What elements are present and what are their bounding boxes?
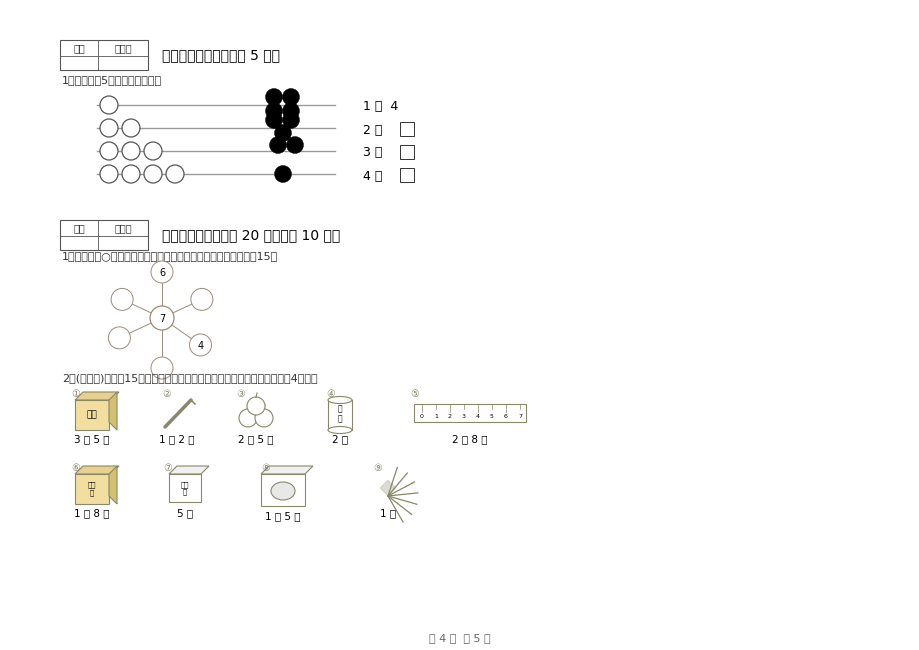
Circle shape [239, 409, 256, 427]
Text: 评卷人: 评卷人 [114, 43, 131, 53]
Polygon shape [169, 466, 209, 474]
Ellipse shape [271, 482, 295, 500]
Circle shape [266, 88, 282, 105]
Text: 3 元 5 角: 3 元 5 角 [74, 434, 109, 444]
Circle shape [246, 397, 265, 415]
Circle shape [122, 142, 140, 160]
Text: 2: 2 [448, 415, 451, 419]
Bar [60, 220, 148, 250]
Polygon shape [75, 466, 119, 474]
Text: ④: ④ [325, 389, 335, 399]
Text: 7: 7 [159, 314, 165, 324]
Text: 得分: 得分 [73, 43, 85, 53]
Text: 2 元 8 角: 2 元 8 角 [452, 434, 487, 444]
Text: 0: 0 [420, 415, 424, 419]
Circle shape [266, 112, 282, 129]
Polygon shape [380, 480, 395, 496]
Text: 2 和: 2 和 [363, 124, 390, 136]
Text: 1: 1 [434, 415, 437, 419]
Circle shape [190, 289, 212, 311]
Polygon shape [108, 392, 117, 430]
Text: 6: 6 [504, 415, 507, 419]
Text: 可
乐: 可 乐 [337, 404, 342, 424]
Circle shape [165, 165, 184, 183]
Bar [75, 474, 108, 504]
Bar [328, 400, 352, 430]
Text: 7: 7 [517, 415, 521, 419]
Bar [261, 474, 305, 506]
Circle shape [286, 136, 303, 153]
Text: 十、附加题（本题共 20 分，每题 10 分）: 十、附加题（本题共 20 分，每题 10 分） [162, 228, 340, 242]
Circle shape [151, 357, 173, 379]
Text: 练习
本: 练习 本 [180, 481, 189, 495]
Text: 2 元 5 角: 2 元 5 角 [238, 434, 274, 444]
Bar [400, 168, 414, 182]
Polygon shape [75, 392, 119, 400]
Polygon shape [261, 466, 312, 474]
Text: 得分: 得分 [73, 223, 85, 233]
Text: 4: 4 [198, 341, 203, 351]
Text: ⑤: ⑤ [410, 389, 418, 399]
Circle shape [189, 334, 211, 356]
Bar [400, 145, 414, 159]
Circle shape [269, 136, 286, 153]
Circle shape [150, 306, 174, 330]
Circle shape [282, 103, 300, 120]
Text: 墨水: 墨水 [86, 411, 97, 419]
Text: 九、个性空间（本题共 5 分）: 九、个性空间（本题共 5 分） [162, 48, 279, 62]
Circle shape [122, 165, 140, 183]
Circle shape [144, 142, 162, 160]
Circle shape [144, 165, 162, 183]
Circle shape [255, 409, 273, 427]
Text: 3: 3 [461, 415, 466, 419]
Circle shape [100, 142, 118, 160]
Circle shape [100, 165, 118, 183]
Text: 4 和: 4 和 [363, 170, 390, 183]
Bar [400, 122, 414, 136]
Text: ①: ① [71, 389, 80, 399]
Text: 1 元: 1 元 [380, 508, 396, 518]
Circle shape [274, 166, 291, 183]
Text: 1、在下面的○中填上适当的数，使每条线上的三个数相加都等于15。: 1、在下面的○中填上适当的数，使每条线上的三个数相加都等于15。 [62, 251, 278, 261]
Text: ⑧: ⑧ [261, 463, 269, 473]
Circle shape [274, 125, 291, 142]
Polygon shape [108, 466, 117, 504]
Circle shape [111, 289, 133, 311]
Text: 1 元 5 角: 1 元 5 角 [265, 511, 301, 521]
Text: ②: ② [162, 389, 171, 399]
Text: 2、(探究题)小松用15元买以下物品。如果想把钱全部花完，他可以买哪几4物品？: 2、(探究题)小松用15元买以下物品。如果想把钱全部花完，他可以买哪几4物品？ [62, 373, 317, 383]
Ellipse shape [328, 426, 352, 434]
Text: 1 元 2 角: 1 元 2 角 [159, 434, 195, 444]
Circle shape [122, 119, 140, 137]
Circle shape [151, 261, 173, 283]
Ellipse shape [328, 396, 352, 404]
Circle shape [100, 119, 118, 137]
Bar [60, 40, 148, 70]
Text: 3 和: 3 和 [363, 146, 390, 159]
Text: ⑦: ⑦ [163, 463, 172, 473]
Circle shape [108, 327, 130, 349]
Text: 第 4 页  共 5 页: 第 4 页 共 5 页 [429, 633, 490, 643]
Text: 番红
酱: 番红 酱 [87, 482, 96, 496]
Circle shape [282, 88, 300, 105]
Circle shape [282, 112, 300, 129]
Bar [169, 474, 200, 502]
Circle shape [100, 96, 118, 114]
Text: ③: ③ [236, 389, 244, 399]
Bar [414, 404, 526, 422]
Text: 6: 6 [159, 268, 165, 278]
Text: 1 和  4: 1 和 4 [363, 101, 398, 114]
Text: 5 角: 5 角 [176, 508, 193, 518]
Text: 1 元 8 角: 1 元 8 角 [74, 508, 109, 518]
Bar [75, 400, 108, 430]
Text: ⑥: ⑥ [71, 463, 80, 473]
Text: 5: 5 [490, 415, 494, 419]
Text: 2 元: 2 元 [332, 434, 347, 444]
Text: 评卷人: 评卷人 [114, 223, 131, 233]
Text: 1、想一想，5是几和几合成的？: 1、想一想，5是几和几合成的？ [62, 75, 162, 85]
Text: 4: 4 [475, 415, 480, 419]
Circle shape [266, 103, 282, 120]
Text: ⑨: ⑨ [372, 463, 381, 473]
